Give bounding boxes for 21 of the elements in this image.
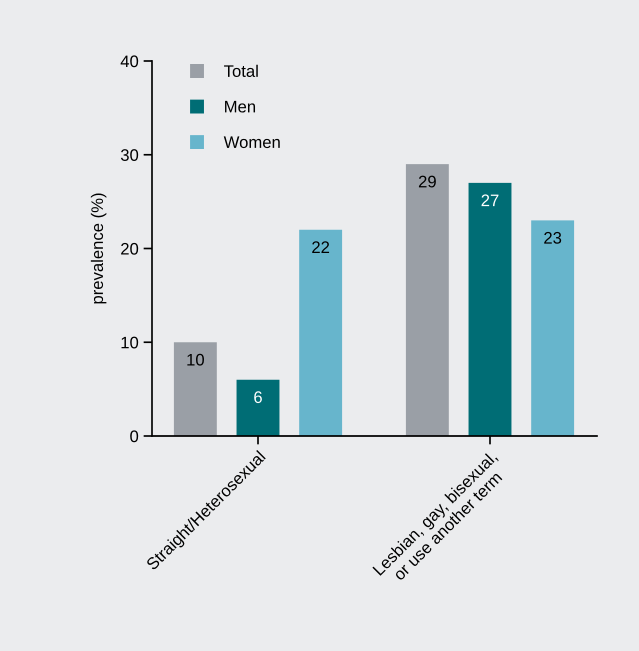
legend-label: Total	[224, 64, 258, 77]
legend-label: Men	[225, 100, 256, 113]
y-tick-label: 10	[122, 336, 138, 348]
data-label: 29	[418, 176, 436, 188]
legend-label: Women	[224, 136, 280, 148]
y-tick-label: 40	[120, 55, 138, 68]
bar	[531, 220, 574, 436]
y-tick-label: 30	[120, 149, 138, 161]
bar	[406, 164, 449, 436]
bar	[174, 342, 217, 436]
bar	[299, 230, 342, 436]
bar	[468, 182, 512, 436]
bar	[236, 380, 280, 436]
data-label: 27	[482, 194, 498, 206]
data-label: 6	[254, 391, 262, 404]
y-axis-title: prevalence (%)	[90, 193, 106, 304]
y-tick-label: 0	[130, 430, 138, 442]
data-label: 10	[187, 354, 204, 366]
data-label: 22	[312, 241, 330, 253]
data-label: 23	[544, 232, 562, 244]
y-tick-label: 20	[121, 242, 138, 255]
